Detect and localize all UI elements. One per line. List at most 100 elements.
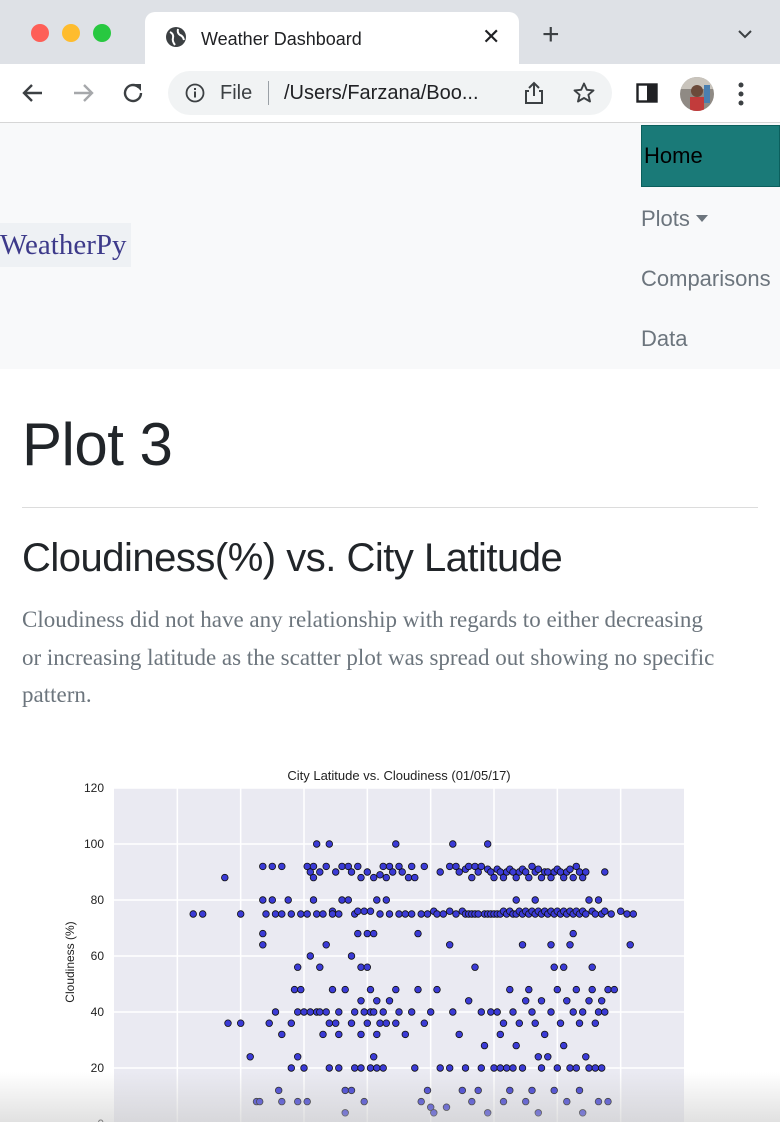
minimize-window-button[interactable]: [62, 24, 80, 42]
nav-item-comparisons[interactable]: Comparisons: [641, 266, 771, 291]
scatter-point: [322, 862, 330, 871]
scatter-point: [287, 1064, 295, 1072]
browser-tab-active[interactable]: Weather Dashboard ✕: [145, 12, 519, 64]
scatter-point: [316, 868, 324, 876]
share-icon[interactable]: [523, 81, 545, 105]
nav-item-plots-label: Plots: [641, 206, 690, 231]
scatter-chart: City Latitude vs. Cloudiness (01/05/17) …: [50, 760, 710, 1127]
scatter-point: [420, 862, 428, 871]
scatter-point: [484, 1109, 492, 1117]
scatter-point: [598, 997, 606, 1005]
scatter-point: [490, 873, 498, 882]
scatter-point: [547, 941, 555, 949]
scatter-point: [468, 873, 476, 882]
scatter-point: [414, 985, 422, 994]
scatter-point: [363, 929, 371, 938]
y-tick-label: 100: [84, 837, 104, 851]
zoom-window-button[interactable]: [93, 24, 111, 42]
scatter-point: [392, 840, 400, 848]
forward-arrow-icon[interactable]: [70, 80, 96, 106]
scatter-point: [579, 1109, 587, 1117]
scatter-point: [408, 862, 416, 871]
scatter-point: [461, 1064, 470, 1072]
scatter-point: [525, 873, 533, 882]
scatter-point: [503, 1064, 511, 1072]
scatter-point: [550, 963, 558, 971]
profile-avatar[interactable]: [680, 77, 714, 111]
scatter-point: [328, 985, 337, 994]
scatter-point: [198, 910, 207, 918]
scatter-point: [512, 873, 520, 882]
scatter-point: [560, 963, 568, 971]
scatter-point: [316, 963, 324, 971]
scatter-point: [259, 929, 267, 938]
scatter-point: [566, 1064, 574, 1072]
scatter-point: [601, 868, 609, 876]
scatter-point: [433, 985, 441, 994]
scatter-point: [623, 910, 631, 918]
nav-item-plots[interactable]: Plots: [641, 206, 708, 232]
info-icon[interactable]: [185, 83, 205, 103]
scatter-point: [236, 910, 245, 918]
scatter-point: [604, 985, 612, 994]
scatter-point: [458, 1086, 466, 1095]
scatter-point: [325, 1064, 333, 1072]
scatter-point: [376, 871, 384, 879]
scatter-point: [322, 1008, 330, 1016]
scatter-point: [594, 1008, 603, 1016]
scatter-point: [303, 1097, 311, 1106]
scatter-point: [442, 1103, 451, 1111]
scatter-point: [278, 910, 286, 918]
scatter-point: [347, 1086, 356, 1095]
scatter-point: [338, 862, 346, 871]
address-bar[interactable]: File /Users/Farzana/Boo...: [168, 71, 612, 115]
brand-logo[interactable]: WeatherPy: [0, 223, 131, 267]
scatter-point: [594, 1097, 603, 1106]
scatter-point: [455, 868, 463, 876]
nav-item-data[interactable]: Data: [641, 326, 688, 351]
scatter-point: [382, 896, 390, 904]
bookmark-star-icon[interactable]: [572, 81, 596, 105]
scatter-point: [446, 1064, 454, 1072]
scatter-point: [604, 1097, 612, 1106]
scatter-point: [370, 873, 378, 882]
scatter-point: [395, 862, 403, 871]
scatter-point: [414, 929, 422, 938]
scatter-point: [512, 1041, 520, 1050]
reload-icon[interactable]: [120, 80, 146, 106]
nav-item-home[interactable]: Home: [641, 125, 780, 187]
page-title: Plot 3: [22, 411, 173, 478]
scatter-point: [541, 1030, 549, 1039]
scatter-point: [357, 1064, 365, 1072]
scatter-point: [585, 997, 593, 1005]
more-menu-icon[interactable]: [738, 82, 744, 106]
close-tab-icon[interactable]: ✕: [482, 24, 501, 49]
scatter-point: [528, 1086, 536, 1095]
y-axis-label: Cloudiness (%): [63, 921, 77, 1002]
scatter-point: [300, 1008, 308, 1016]
scatter-point: [528, 1008, 536, 1016]
new-tab-icon[interactable]: +: [542, 18, 560, 51]
scatter-point: [601, 1008, 609, 1016]
scatter-point: [376, 1019, 384, 1027]
scatter-point: [357, 1030, 365, 1039]
chevron-down-icon[interactable]: [737, 28, 753, 40]
scatter-point: [385, 910, 394, 918]
scatter-point: [449, 840, 457, 848]
scatter-point: [332, 868, 340, 876]
scatter-point: [588, 963, 596, 971]
scatter-point: [306, 952, 314, 960]
scatter-point: [417, 910, 425, 918]
scatter-point: [385, 997, 394, 1005]
close-window-button[interactable]: [31, 24, 49, 42]
side-panel-icon[interactable]: [636, 83, 658, 103]
scatter-point: [319, 1030, 327, 1039]
url-text[interactable]: /Users/Farzana/Boo...: [284, 82, 479, 104]
url-scheme-label: File: [220, 82, 253, 104]
scatter-point: [357, 997, 365, 1005]
scatter-point: [569, 873, 577, 882]
section-heading: Cloudiness(%) vs. City Latitude: [22, 536, 563, 580]
scatter-point: [474, 868, 482, 876]
back-arrow-icon[interactable]: [20, 80, 46, 106]
scatter-point: [354, 907, 362, 915]
